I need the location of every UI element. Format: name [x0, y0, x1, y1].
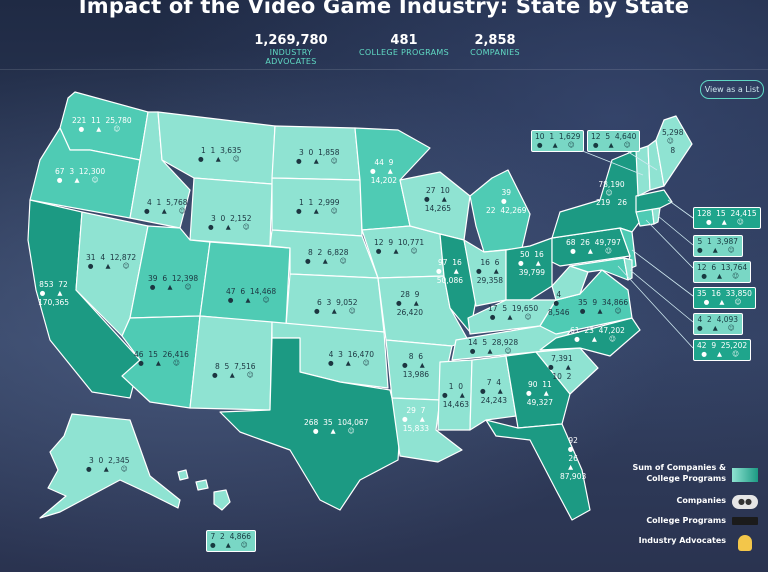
label-az: 46 15 26,416 ● ▲ ☺ — [134, 350, 189, 367]
state-ak[interactable] — [39, 413, 181, 519]
header-divider — [0, 69, 768, 70]
legend-scale-label: Sum of Companies & College Programs — [632, 463, 726, 483]
label-in: 16 6 ● ▲ 29,358 — [476, 258, 504, 285]
callout-hi: 7 2 4,866 ● ▲ ☺ — [206, 530, 256, 552]
legend-companies: Companies ●● — [610, 495, 760, 511]
callout-leaders — [579, 149, 694, 349]
state-ga[interactable] — [505, 351, 571, 429]
state-ma[interactable] — [635, 189, 673, 213]
stat-label: COMPANIES — [470, 48, 520, 57]
label-fl: 92 ● 26 ▲ 87,903 — [560, 436, 587, 481]
stat-value: 1,269,780 — [254, 33, 328, 48]
callout-nj: 35 16 33,850 ● ▲ ☺ — [693, 287, 756, 309]
label-mi: 39 ● 22 42,269 — [486, 188, 527, 215]
callout-de: 4 2 4,093 ● ▲ ☺ — [693, 313, 743, 335]
label-tn: 14 5 28,928 ● ▲ ☺ — [468, 338, 519, 355]
state-co[interactable] — [199, 241, 291, 325]
state-fl[interactable] — [485, 419, 591, 521]
label-ms: 1 0 ● ▲ 14,463 — [442, 382, 470, 409]
label-mn: 44 9 ● ▲ 14,202 — [370, 158, 398, 185]
stat-label: INDUSTRY ADVOCATES — [265, 48, 317, 66]
label-ny: 78,190 ☺ 219 26 — [596, 180, 628, 207]
label-va: 35 9 34,866 ● ▲ ☺ — [578, 298, 629, 315]
label-ga: 90 11 ● ▲ 49,327 — [526, 380, 554, 407]
stat-value: 481 — [390, 33, 418, 48]
state-al[interactable] — [469, 355, 517, 431]
stat-companies: 2,858 COMPANIES — [455, 33, 535, 57]
state-wy[interactable] — [189, 177, 273, 247]
callout-md: 42 9 25,202 ● ▲ ☺ — [693, 339, 752, 361]
label-id: 4 1 5,768 ● ▲ ☺ — [144, 198, 191, 215]
label-sd: 1 1 2,999 ● ▲ ☺ — [296, 198, 343, 215]
label-nc: 61 23 47,202 ● ▲ ☺ — [570, 326, 625, 343]
label-pa: 68 26 49,797 ● ▲ ☺ — [566, 238, 621, 255]
stat-college: 481 COLLEGE PROGRAMS — [358, 33, 450, 57]
label-ar: 8 6 ● ▲ 13,986 — [402, 352, 430, 379]
label-ia: 12 9 10,771 ● ▲ ☺ — [374, 238, 425, 255]
label-sc: 7,391 ● ▲ 10 2 — [548, 354, 576, 381]
label-ca: 853 72 ● ▲ 170,365 — [38, 280, 70, 307]
label-wy: 3 0 2,152 ● ▲ ☺ — [208, 214, 255, 231]
label-ok: 4 3 16,470 ● ▲ ☺ — [328, 350, 375, 367]
label-or: 67 3 12,300 ● ▲ ☺ — [55, 167, 106, 184]
label-mt: 1 1 3,635 ● ▲ ☺ — [198, 146, 245, 163]
callout-ri: 5 1 3,987 ● ▲ ☺ — [693, 235, 743, 257]
callout-vt: 10 1 1,629 ● ▲ ☺ — [531, 130, 585, 152]
label-nm: 8 5 7,516 ● ▲ ☺ — [212, 362, 259, 379]
page-title: Impact of the Video Game Industry: State… — [78, 0, 690, 18]
state-tx[interactable] — [219, 337, 401, 511]
label-ne: 8 2 6,828 ● ▲ ☺ — [305, 248, 352, 265]
callout-nh: 12 5 4,640 ● ▲ ☺ — [587, 130, 641, 152]
callout-ct: 12 6 13,764 ● ▲ ☺ — [693, 261, 752, 283]
state-de[interactable] — [623, 257, 633, 281]
state-hi[interactable] — [177, 469, 231, 511]
stat-advocates: 1,269,780 INDUSTRY ADVOCATES — [245, 33, 337, 66]
label-ut: 39 6 12,398 ● ▲ ☺ — [148, 274, 199, 291]
legend-college-label: College Programs — [646, 516, 726, 525]
label-mo: 28 9 ● ▲ 26,420 — [396, 290, 424, 317]
legend-companies-label: Companies — [676, 496, 726, 505]
label-al: 7 4 ● ▲ 24,243 — [480, 378, 508, 405]
label-ak: 3 0 2,345 ● ▲ ☺ — [86, 456, 133, 473]
state-wv[interactable] — [551, 265, 589, 301]
legend-scale-swatch — [732, 468, 758, 482]
label-ky: 17 5 19,650 ● ▲ ☺ — [488, 304, 539, 321]
graduation-cap-icon — [732, 517, 758, 525]
label-ks: 6 3 9,052 ● ▲ ☺ — [314, 298, 361, 315]
label-oh: 50 16 ● ▲ 39,799 — [518, 250, 546, 277]
label-wi: 27 10 ● ▲ 14,265 — [424, 186, 452, 213]
label-me: 5,298 ☺ 8 — [662, 128, 684, 155]
view-as-list-button[interactable]: View as a List — [700, 80, 764, 99]
legend-advocates-label: Industry Advocates — [638, 536, 726, 545]
state-me[interactable] — [655, 115, 693, 187]
legend-college: College Programs — [610, 515, 760, 531]
label-wa: 221 11 25,780 ● ▲ ☺ — [72, 116, 132, 133]
gamepad-icon: ●● — [732, 495, 758, 509]
callout-ma: 128 15 24,415 ● ▲ ☺ — [693, 207, 761, 229]
state-mi[interactable] — [469, 169, 531, 253]
label-tx: 268 35 104,067 ● ▲ ☺ — [304, 418, 369, 435]
legend-advocates: Industry Advocates — [610, 535, 760, 551]
legend-scale: Sum of Companies & College Programs — [610, 462, 760, 488]
label-il: 97 16 ● ▲ 50,086 — [436, 258, 464, 285]
state-md[interactable] — [569, 257, 629, 281]
label-co: 47 6 14,468 ● ▲ ☺ — [226, 287, 277, 304]
label-wv: 4 ● 8,546 — [548, 290, 570, 317]
state-ri[interactable] — [651, 207, 661, 225]
label-nv: 31 4 12,872 ● ▲ ☺ — [86, 253, 137, 270]
label-la: 29 7 ● ▲ 15,833 — [402, 406, 430, 433]
stat-label: COLLEGE PROGRAMS — [358, 48, 449, 57]
stat-value: 2,858 — [474, 33, 516, 48]
label-nd: 3 0 1,858 ● ▲ ☺ — [296, 148, 343, 165]
person-icon — [738, 535, 752, 551]
state-va[interactable] — [539, 269, 633, 335]
